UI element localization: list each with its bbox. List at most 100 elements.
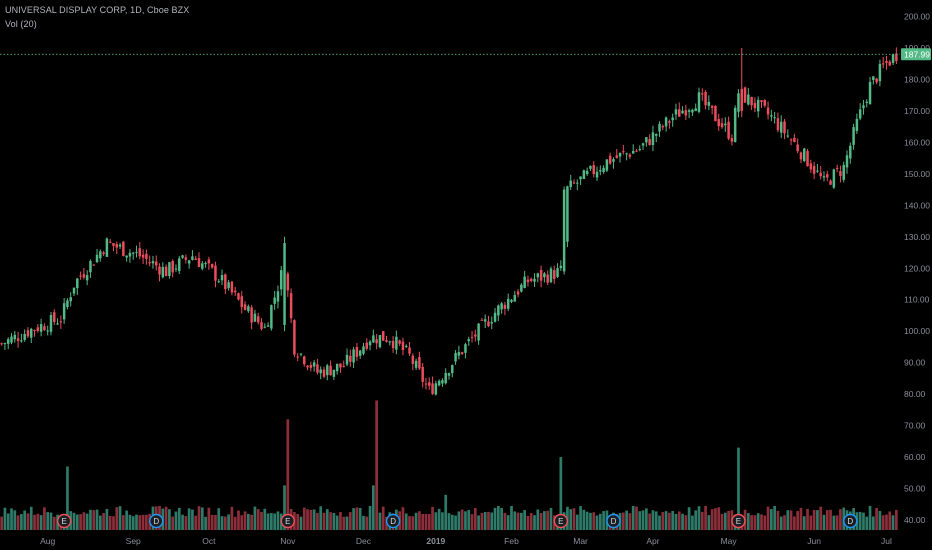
candle-body[interactable] <box>615 155 618 158</box>
candle-body[interactable] <box>668 121 671 123</box>
candle-body[interactable] <box>490 322 494 324</box>
candle-body[interactable] <box>299 353 303 355</box>
candle-body[interactable] <box>733 107 737 142</box>
candle-body[interactable] <box>437 380 441 386</box>
candle-body[interactable] <box>681 110 684 114</box>
candle-body[interactable] <box>753 102 757 109</box>
dividend-event-icon[interactable] <box>843 513 858 529</box>
candle-body[interactable] <box>273 297 276 304</box>
candle-body[interactable] <box>66 300 69 307</box>
candle-body[interactable] <box>240 296 244 308</box>
candle-body[interactable] <box>404 345 408 347</box>
candle-body[interactable] <box>697 92 701 112</box>
candle-body[interactable] <box>355 347 359 357</box>
candle-body[interactable] <box>536 273 540 278</box>
dividend-event-icon[interactable] <box>385 513 401 529</box>
candle-body[interactable] <box>589 165 592 169</box>
candle-body[interactable] <box>605 159 609 171</box>
candle-body[interactable] <box>858 109 862 119</box>
candle-body[interactable] <box>694 108 697 112</box>
candle-body[interactable] <box>724 123 727 126</box>
candle-body[interactable] <box>776 118 780 131</box>
candle-body[interactable] <box>602 167 605 173</box>
candle-body[interactable] <box>53 312 56 322</box>
candle-body[interactable] <box>184 257 188 260</box>
candle-body[interactable] <box>411 355 415 364</box>
candle-body[interactable] <box>674 109 678 115</box>
candle-body[interactable] <box>622 151 625 153</box>
candle-body[interactable] <box>585 170 589 175</box>
candle-body[interactable] <box>464 344 467 353</box>
candle-body[interactable] <box>743 87 747 103</box>
candle-body[interactable] <box>342 365 345 367</box>
candle-body[interactable] <box>326 365 329 376</box>
candle-body[interactable] <box>122 241 125 257</box>
candle-body[interactable] <box>608 155 612 164</box>
earnings-event-icon[interactable] <box>280 513 296 529</box>
candle-body[interactable] <box>654 134 658 136</box>
candle-body[interactable] <box>651 132 655 145</box>
candle-body[interactable] <box>872 76 875 81</box>
candle-body[interactable] <box>714 105 717 122</box>
candle-body[interactable] <box>79 275 82 277</box>
candle-body[interactable] <box>803 148 806 162</box>
candle-body[interactable] <box>451 365 454 374</box>
candle-body[interactable] <box>135 251 138 253</box>
candle-body[interactable] <box>638 149 642 151</box>
candle-body[interactable] <box>816 170 819 172</box>
candle-body[interactable] <box>526 279 530 283</box>
candle-body[interactable] <box>319 369 322 374</box>
candle-body[interactable] <box>579 176 582 180</box>
earnings-event-icon[interactable] <box>731 513 746 529</box>
earnings-event-icon[interactable] <box>553 513 569 529</box>
candle-body[interactable] <box>33 330 36 332</box>
candle-body[interactable] <box>329 365 332 376</box>
candle-body[interactable] <box>161 266 165 278</box>
candle-body[interactable] <box>701 93 704 95</box>
candle-body[interactable] <box>10 336 13 343</box>
candle-body[interactable] <box>576 182 579 184</box>
candle-body[interactable] <box>105 238 109 257</box>
candle-body[interactable] <box>849 145 852 159</box>
candle-body[interactable] <box>779 121 783 133</box>
candle-body[interactable] <box>783 121 786 134</box>
candle-body[interactable] <box>155 261 158 266</box>
candle-body[interactable] <box>806 151 809 167</box>
candle-body[interactable] <box>20 340 23 342</box>
candle-body[interactable] <box>516 291 520 295</box>
candle-body[interactable] <box>128 252 132 257</box>
candle-body[interactable] <box>352 349 355 363</box>
candle-body[interactable] <box>194 258 197 260</box>
candle-body[interactable] <box>556 268 559 278</box>
candle-body[interactable] <box>335 363 339 372</box>
candle-body[interactable] <box>460 352 464 355</box>
candle-body[interactable] <box>266 325 270 327</box>
candle-body[interactable] <box>26 330 30 337</box>
candle-body[interactable] <box>878 63 882 82</box>
candle-body[interactable] <box>678 109 681 117</box>
candle-body[interactable] <box>648 139 651 145</box>
candle-body[interactable] <box>684 110 688 116</box>
candle-body[interactable] <box>303 356 306 365</box>
candle-body[interactable] <box>3 343 7 345</box>
candle-body[interactable] <box>145 253 148 259</box>
candle-body[interactable] <box>59 321 63 323</box>
candle-body[interactable] <box>539 269 543 281</box>
candle-body[interactable] <box>612 159 615 162</box>
candle-body[interactable] <box>529 278 533 281</box>
candle-body[interactable] <box>49 314 53 332</box>
candle-body[interactable] <box>766 107 770 115</box>
candle-body[interactable] <box>214 265 217 281</box>
candle-body[interactable] <box>46 330 49 332</box>
candle-body[interactable] <box>418 357 421 369</box>
candle-body[interactable] <box>852 127 855 145</box>
candle-body[interactable] <box>822 176 826 178</box>
candle-body[interactable] <box>842 164 845 180</box>
candle-body[interactable] <box>454 352 457 362</box>
candle-body[interactable] <box>523 276 526 288</box>
candle-body[interactable] <box>421 366 424 382</box>
earnings-event-icon[interactable] <box>56 513 72 529</box>
candle-body[interactable] <box>43 326 46 331</box>
candle-body[interactable] <box>457 352 461 356</box>
candle-body[interactable] <box>23 334 26 340</box>
